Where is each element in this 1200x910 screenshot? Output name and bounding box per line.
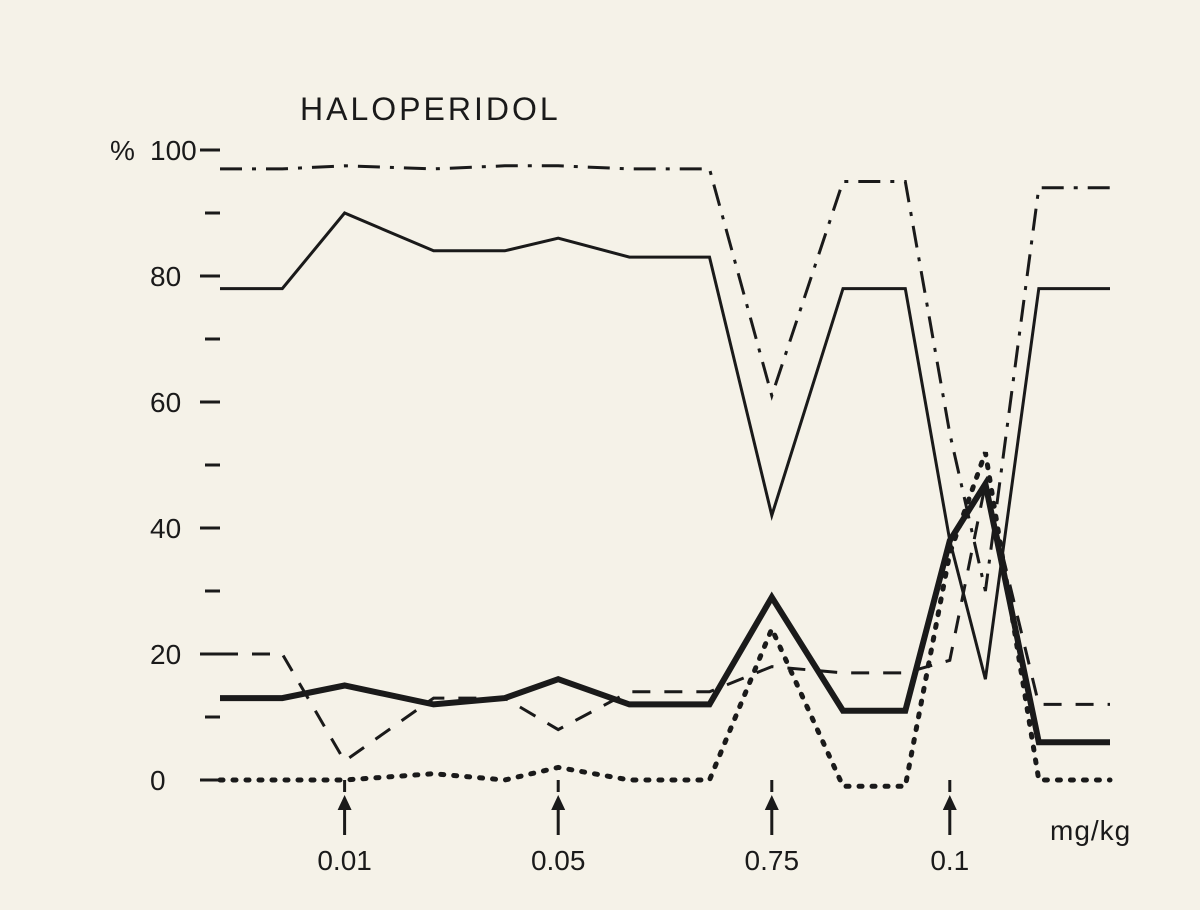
x-tick-label: 0.01 — [317, 845, 372, 876]
chart-container: HALOPERIDOL % mg/kg 020406080100 0.010.0… — [0, 0, 1200, 910]
x-arrow-head — [765, 795, 779, 810]
y-tick-label: 60 — [150, 387, 181, 418]
y-tick-label: 100 — [150, 135, 197, 166]
y-tick-label: 80 — [150, 261, 181, 292]
x-tick-label: 0.75 — [745, 845, 800, 876]
y-tick-label: 20 — [150, 639, 181, 670]
y-tick-label: 0 — [150, 765, 166, 796]
x-axis-markers: 0.01 0.05 0.75 0.1 — [317, 780, 969, 876]
series-solid-thin-upper — [220, 213, 1110, 679]
x-tick-label: 0.1 — [930, 845, 969, 876]
x-arrow-head — [338, 795, 352, 810]
x-unit-label: mg/kg — [1050, 815, 1131, 846]
chart-series — [220, 166, 1110, 787]
chart-svg: HALOPERIDOL % mg/kg 020406080100 0.010.0… — [0, 0, 1200, 910]
x-arrow-head — [943, 795, 957, 810]
chart-title: HALOPERIDOL — [300, 91, 561, 127]
y-unit-label: % — [110, 135, 136, 166]
y-axis-ticks: 0 20 40 60 80 100 — [150, 135, 220, 796]
series-dashed-lower — [220, 484, 1110, 761]
x-tick-label: 0.05 — [531, 845, 586, 876]
y-tick-label: 40 — [150, 513, 181, 544]
x-arrow-head — [551, 795, 565, 810]
